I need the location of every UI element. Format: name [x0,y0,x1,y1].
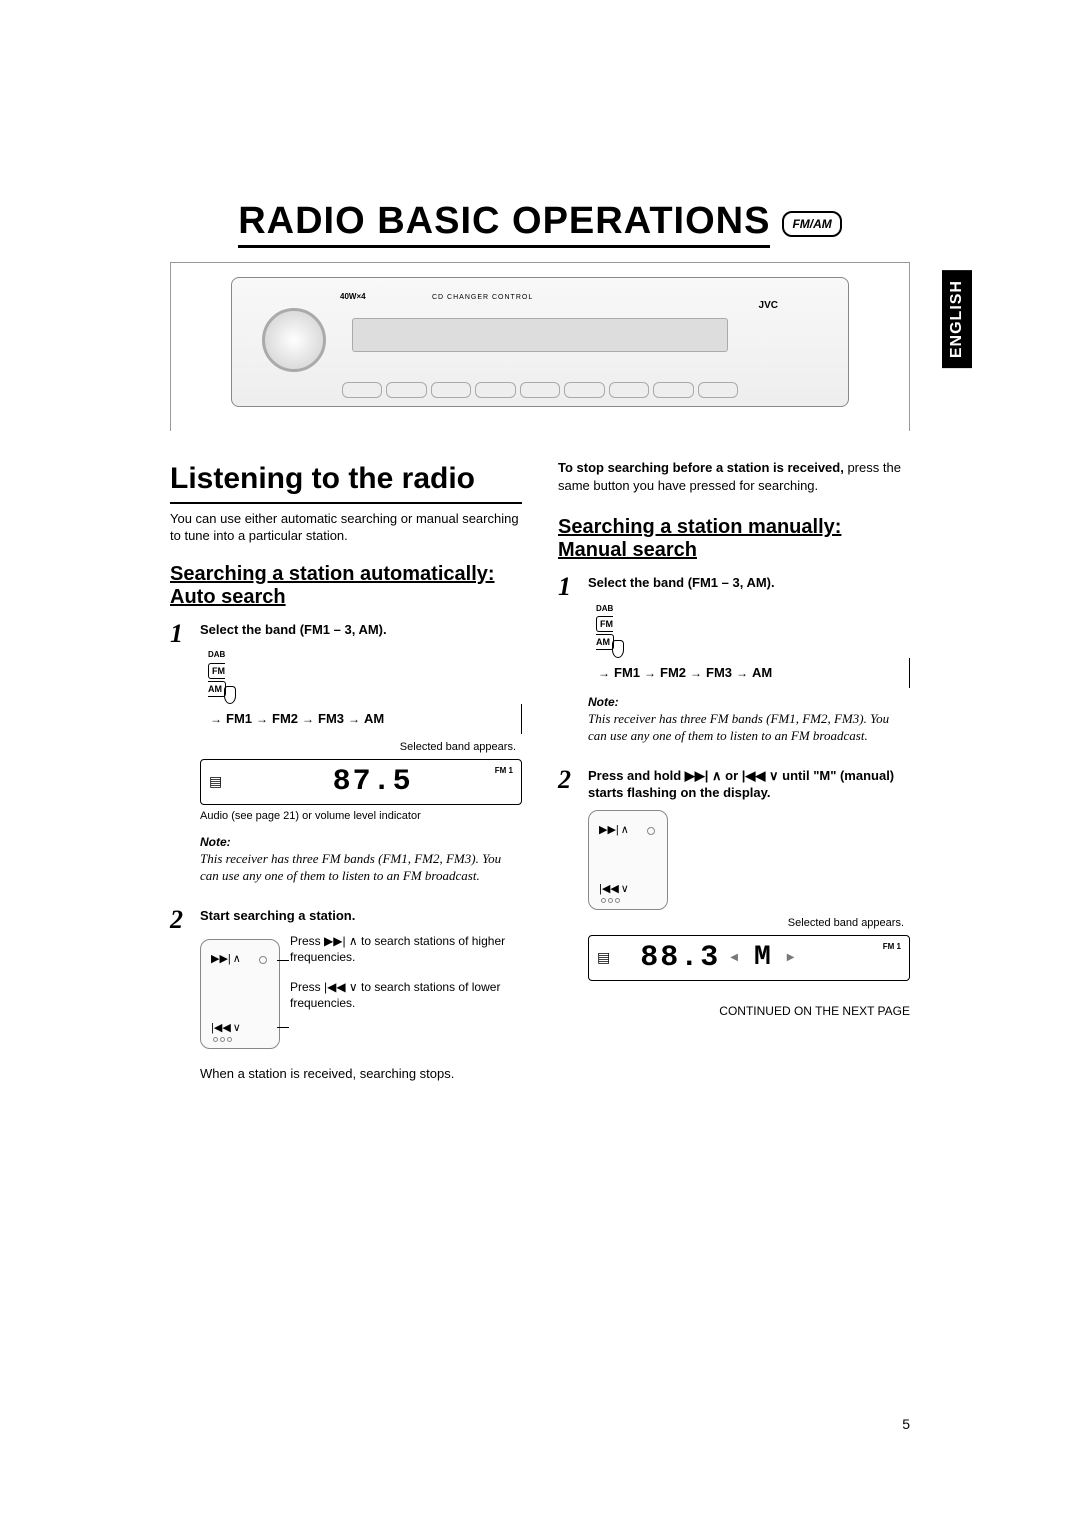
search-stops: When a station is received, searching st… [200,1065,522,1083]
faceplate-spec: 40W×4 [340,292,366,301]
lcd-display-manual: ▤ 88.3 ◀ M ▶ FM 1 [588,935,910,981]
continued-label: CONTINUED ON THE NEXT PAGE [558,1003,910,1019]
dab-label: DAB [596,604,624,615]
step-number: 2 [170,907,190,1082]
fmam-badge: FM/AM [782,211,841,237]
fm-label: FM [600,619,613,629]
control-pad-illustration: ▶▶|∧ |◀◀∨ [200,939,280,1049]
lcd-frequency: 88.3 [640,938,720,979]
note-heading: Note: [200,834,522,850]
band-button-illustration: DAB FM AM [596,604,624,650]
band-sequence: →FM1 →FM2 →FM3 →AM [588,658,910,688]
lcd-footnote: Audio (see page 21) or volume level indi… [200,809,522,824]
stop-bold: To stop searching before a station is re… [558,460,844,475]
tri-icon: ◀ [730,951,738,965]
page-number: 5 [902,1416,910,1432]
step-number: 2 [558,767,578,985]
lcd-band: FM 1 [883,942,901,953]
am-label: AM [208,684,222,694]
seq-fm1: FM1 [226,710,252,728]
section-heading: Listening to the radio [170,459,522,504]
manual-step1-label: Select the band (FM1 – 3, AM). [588,574,910,592]
note-heading: Note: [588,694,910,710]
lcd-display: ▤ 87.5 FM 1 [200,759,522,805]
page-title: RADIO BASIC OPERATIONS [238,200,770,248]
stop-note: To stop searching before a station is re… [558,459,910,494]
language-tab: ENGLISH [942,270,972,368]
am-label: AM [596,637,610,647]
lcd-band: FM 1 [495,766,513,777]
faceplate-sub: CD CHANGER CONTROL [432,294,533,301]
note-body: This receiver has three FM bands (FM1, F… [588,710,910,745]
manual-step2-label: Press and hold ▶▶| ∧ or |◀◀ ∨ until "M" … [588,767,910,802]
speaker-icon: ▤ [209,772,222,791]
seq-fm2: FM2 [272,710,298,728]
seq-fm2: FM2 [660,664,686,682]
seq-am: AM [364,710,384,728]
step2-label: Start searching a station. [200,907,522,925]
lcd-frequency: 87.5 [232,762,513,803]
note-body: This receiver has three FM bands (FM1, F… [200,850,522,885]
intro-text: You can use either automatic searching o… [170,510,522,545]
band-caption: Selected band appears. [588,916,904,931]
step1-label: Select the band (FM1 – 3, AM). [200,621,522,639]
band-button-illustration: DAB FM AM [208,650,236,696]
seq-fm3: FM3 [318,710,344,728]
band-caption: Selected band appears. [200,740,516,755]
faceplate-illustration: 40W×4 CD CHANGER CONTROL JVC [170,262,910,431]
seq-am: AM [752,664,772,682]
dab-label: DAB [208,650,236,661]
speaker-icon: ▤ [597,948,610,967]
seq-fm3: FM3 [706,664,732,682]
step-number: 1 [558,574,578,757]
step-number: 1 [170,621,190,897]
band-sequence: →FM1 →FM2 →FM3 →AM [200,704,522,734]
tri-icon: ▶ [787,951,795,965]
control-pad-illustration: ▶▶|∧ |◀◀∨ [588,810,668,910]
auto-search-heading: Searching a station automatically: Auto … [170,563,522,609]
fm-label: FM [212,666,225,676]
seq-fm1: FM1 [614,664,640,682]
brand-label: JVC [759,300,778,311]
manual-search-heading: Searching a station manually: Manual sea… [558,516,910,562]
lcd-m-indicator: M [754,939,771,977]
